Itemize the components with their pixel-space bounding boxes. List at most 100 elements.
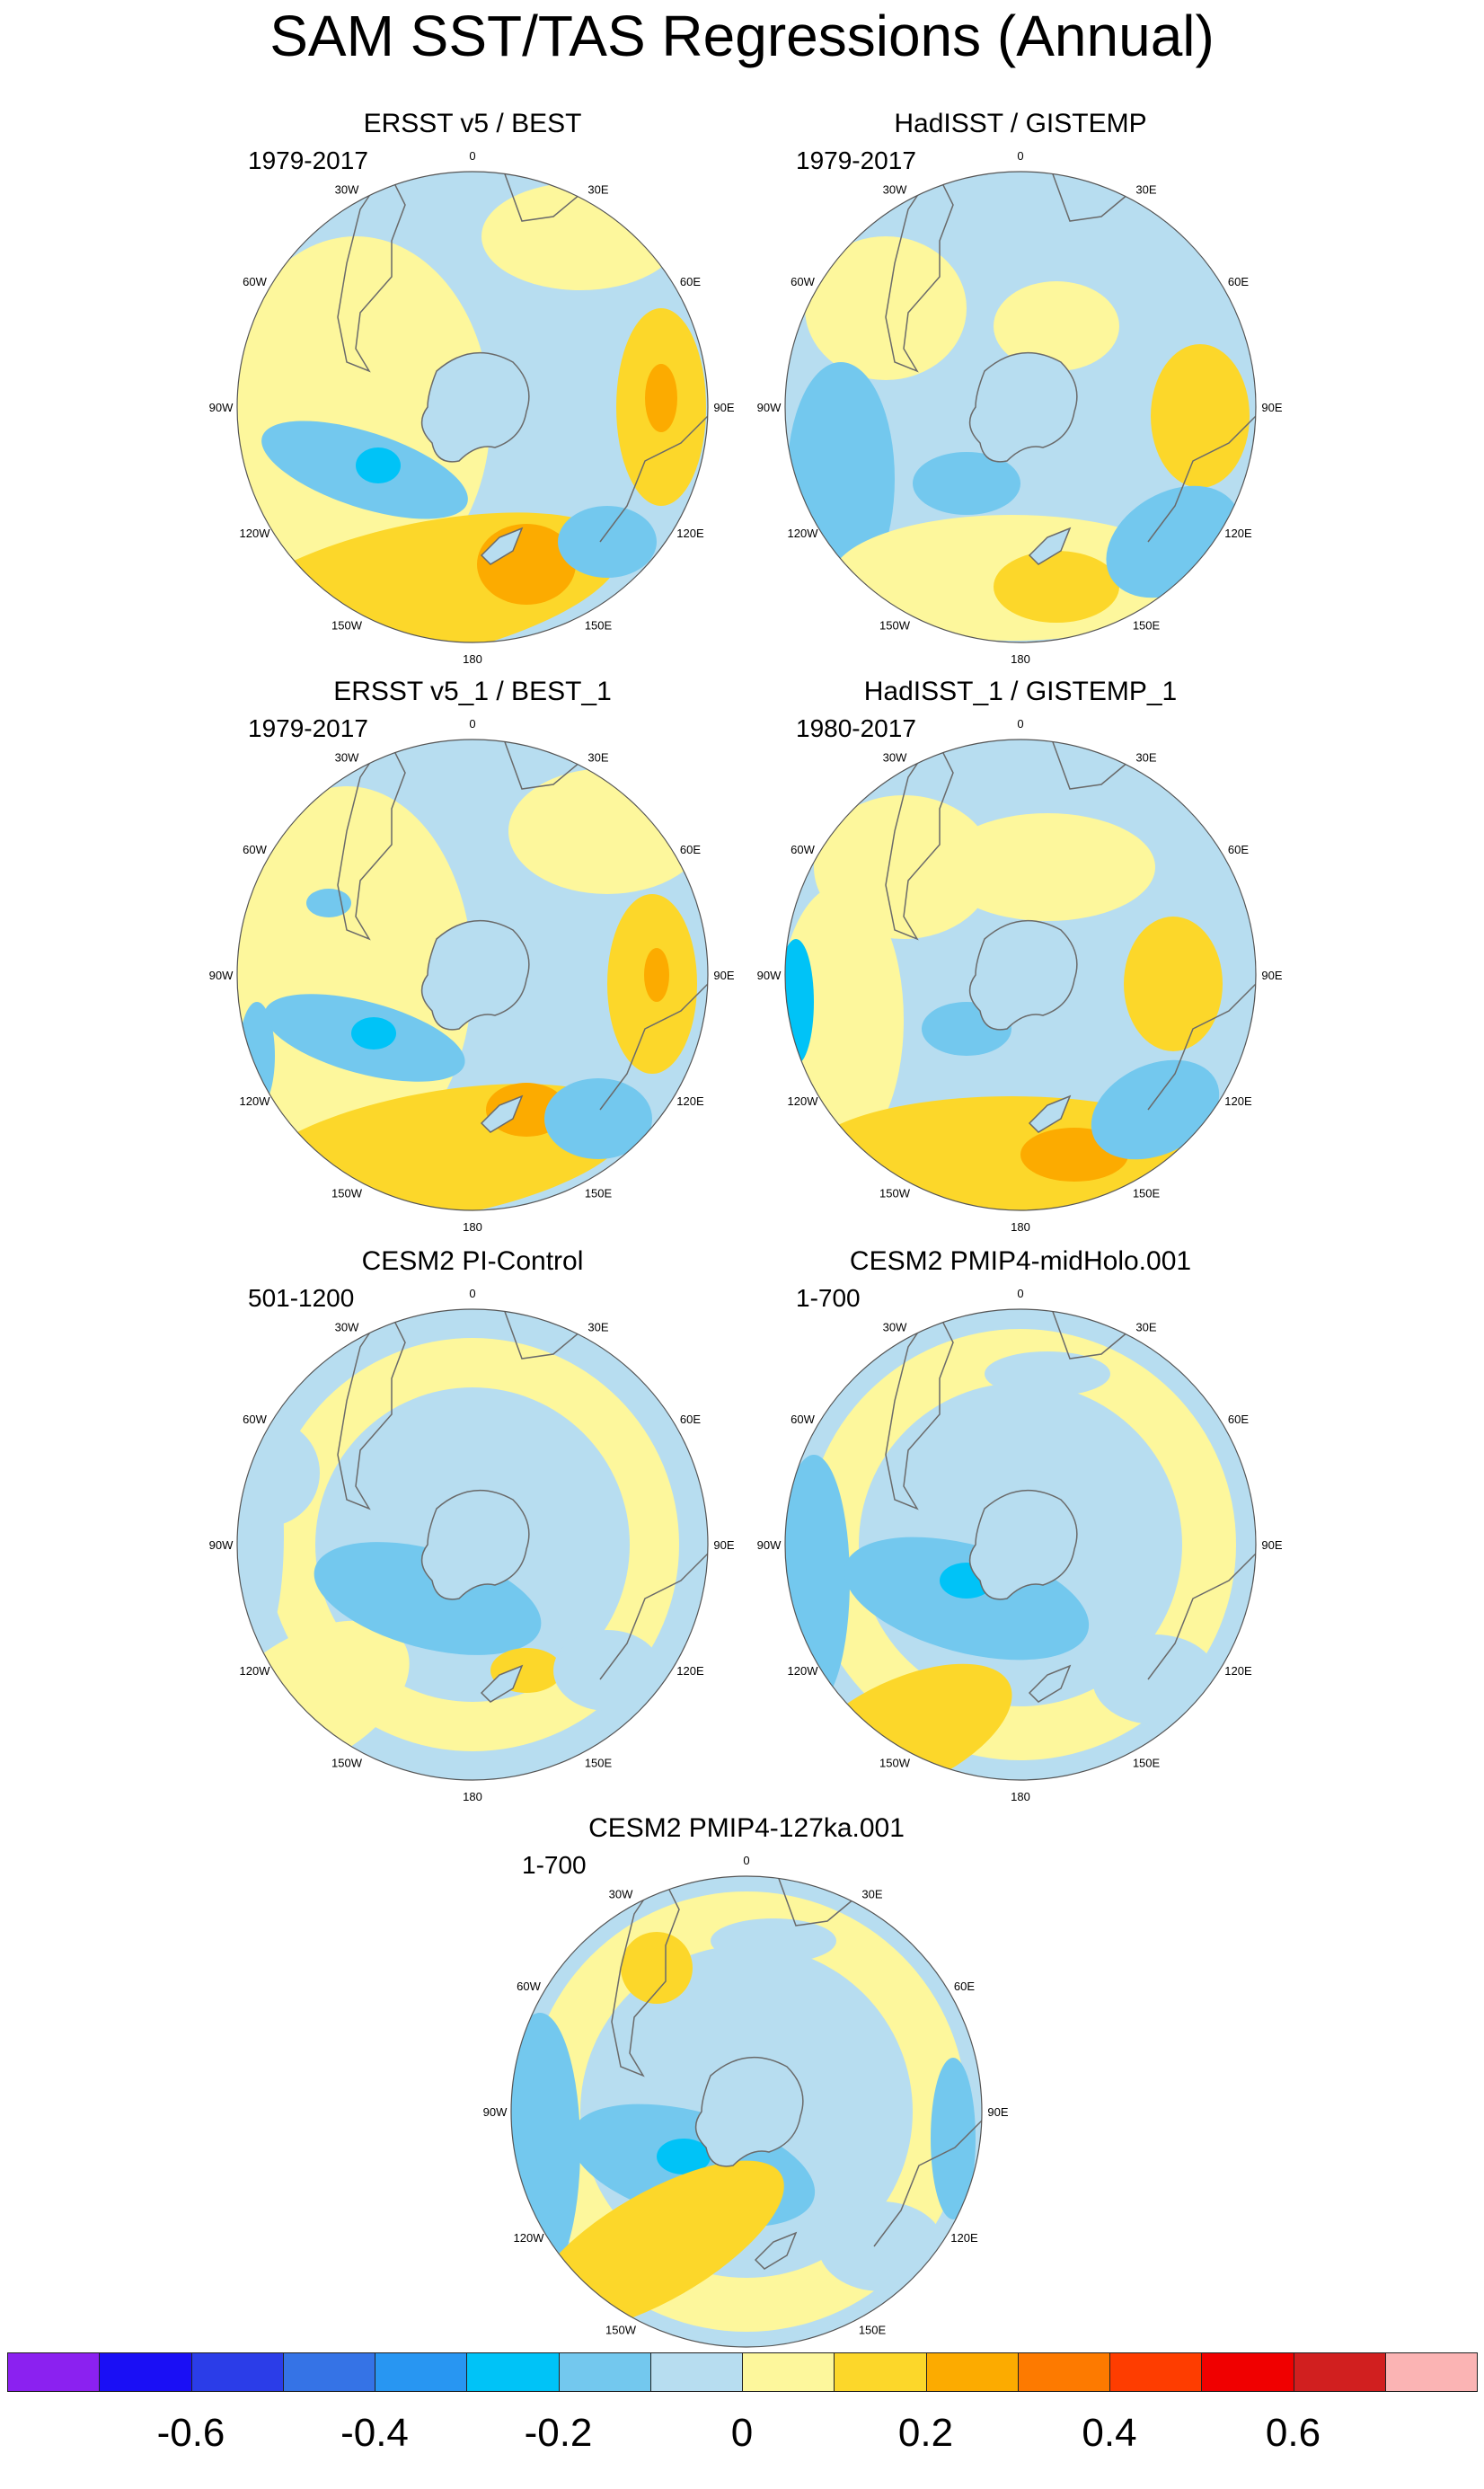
longitude-label: 90W <box>209 1538 234 1552</box>
longitude-label: 150W <box>331 1186 363 1200</box>
longitude-label: 90E <box>713 401 734 414</box>
longitude-label: 30E <box>587 183 608 197</box>
longitude-label: 90E <box>713 1538 734 1552</box>
longitude-label: 120W <box>788 1664 819 1678</box>
longitude-label: 150E <box>1133 618 1161 632</box>
australia-coastline <box>599 1553 708 1680</box>
longitude-label: 120W <box>788 527 819 540</box>
map-rim <box>784 739 1257 1211</box>
polar-map: 0 30E 60E 90E 120E 150E 180 150W 120W 90W 60W 30W <box>209 149 735 666</box>
map-panel-hadisst-gistemp: 0 30E 60E 90E 120E 150E 180 150W 120W 90W 60W 30W H… <box>757 106 1283 666</box>
south-america-coastline <box>885 1309 954 1510</box>
map-rim <box>784 1308 1257 1781</box>
australia-coastline <box>1147 1553 1256 1680</box>
polar-map: 0 30E 60E 90E 120E 150E 180 150W 120W 90W 60W 30W <box>757 1287 1283 1803</box>
anomaly-region <box>529 2160 784 2333</box>
longitude-label: 120E <box>1224 1664 1252 1678</box>
longitude-label: 60E <box>680 843 701 856</box>
panel-period: 1-700 <box>796 1284 861 1312</box>
new-zealand-outline <box>1028 1664 1072 1703</box>
anomaly-region <box>818 2201 944 2291</box>
panel-period: 1979-2017 <box>248 146 368 174</box>
longitude-label: 30E <box>1135 1321 1156 1334</box>
longitude-label: 120W <box>788 1094 819 1108</box>
map-panel-cesm2-midholo: 0 30E 60E 90E 120E 150E 180 150W 120W 90W 60W 30W C… <box>757 1244 1283 1803</box>
south-america-coastline <box>611 1876 680 2077</box>
map-panel-cesm2-picontrol: 0 30E 60E 90E 120E 150E 180 150W 120W 90W 60W 30W C… <box>209 1244 735 1803</box>
longitude-label: 0 <box>469 1287 475 1300</box>
panel-period: 1980-2017 <box>796 714 916 742</box>
longitude-label: 0 <box>1017 717 1023 731</box>
colorbar-swatch <box>558 2352 651 2392</box>
new-zealand-outline <box>480 527 524 565</box>
colorbar-swatch <box>1109 2352 1203 2392</box>
anomaly-region <box>1124 917 1223 1051</box>
longitude-label: 0 <box>469 717 475 731</box>
longitude-label: 150E <box>585 618 613 632</box>
colorbar-swatch <box>649 2352 743 2392</box>
africa-coastline <box>503 1309 581 1360</box>
anomaly-region <box>985 1351 1110 1396</box>
longitude-label: 180 <box>463 1220 482 1234</box>
new-zealand-outline <box>480 1094 524 1133</box>
longitude-label: 120W <box>514 2231 545 2245</box>
africa-coastline <box>1051 1309 1129 1360</box>
colorbar-swatch <box>742 2352 835 2392</box>
colorbar-swatch <box>1293 2352 1386 2392</box>
anomaly-region <box>657 2139 711 2175</box>
longitude-label: 30W <box>335 751 359 765</box>
longitude-label: 180 <box>463 1790 482 1803</box>
longitude-label: 120E <box>1224 527 1252 540</box>
longitude-label: 120W <box>240 1094 271 1108</box>
south-america-coastline <box>337 1309 406 1510</box>
longitude-label: 150E <box>859 2323 887 2336</box>
longitude-label: 90W <box>209 969 234 982</box>
anomaly-region <box>1151 344 1250 488</box>
colorbar-swatch <box>375 2352 468 2392</box>
south-america-coastline <box>337 172 406 373</box>
australia-coastline <box>1147 415 1256 543</box>
longitude-label: 0 <box>1017 1287 1023 1300</box>
anomaly-region <box>711 1918 836 1963</box>
map-panel-ersst-best: 0 30E 60E 90E 120E 150E 180 150W 120W 90W 60W 30W E… <box>209 106 735 666</box>
panel-title: HadISST_1 / GISTEMP_1 <box>863 677 1178 706</box>
anomaly-region <box>805 236 967 380</box>
map-rim <box>510 1875 983 2348</box>
polar-map: 0 30E 60E 90E 120E 150E 180 150W 120W 90W 60W 30W <box>757 149 1283 666</box>
colorbar-tick-label: 0.2 <box>897 2411 954 2455</box>
longitude-label: 60E <box>954 1980 975 1993</box>
longitude-label: 60W <box>791 275 815 288</box>
longitude-label: 180 <box>463 652 482 666</box>
panel-title: HadISST / GISTEMP <box>894 109 1147 138</box>
map-rim <box>236 171 709 643</box>
colorbar-tick-label: -0.6 <box>156 2411 225 2455</box>
colorbar-swatch <box>925 2352 1019 2392</box>
figure-title: SAM SST/TAS Regressions (Annual) <box>269 4 1215 68</box>
colorbar-tick-label: 0 <box>730 2411 754 2455</box>
colorbar-swatch <box>1017 2352 1110 2392</box>
longitude-label: 120E <box>676 527 704 540</box>
longitude-label: 60E <box>680 275 701 288</box>
longitude-label: 150W <box>879 1186 911 1200</box>
longitude-label: 150E <box>1133 1756 1161 1769</box>
longitude-label: 30W <box>883 183 907 197</box>
africa-coastline <box>503 740 581 790</box>
longitude-label: 90W <box>757 1538 782 1552</box>
panel-title: ERSST v5_1 / BEST_1 <box>333 677 612 706</box>
longitude-label: 0 <box>1017 149 1023 163</box>
australia-coastline <box>599 983 708 1111</box>
longitude-label: 0 <box>469 149 475 163</box>
longitude-label: 120E <box>676 1664 704 1678</box>
map-rim <box>784 171 1257 643</box>
new-zealand-outline <box>480 1664 524 1703</box>
colorbar-swatch <box>7 2352 101 2392</box>
antarctica-outline <box>420 1489 530 1600</box>
longitude-label: 150W <box>331 1756 363 1769</box>
longitude-label: 30E <box>1135 183 1156 197</box>
antarctica-outline <box>968 1489 1078 1600</box>
colorbar-tick-label: 0.6 <box>1265 2411 1321 2455</box>
colorbar-swatch <box>1384 2352 1478 2392</box>
longitude-label: 60W <box>517 1980 541 1993</box>
colorbar-swatch <box>99 2352 192 2392</box>
anomaly-region <box>644 948 669 1002</box>
